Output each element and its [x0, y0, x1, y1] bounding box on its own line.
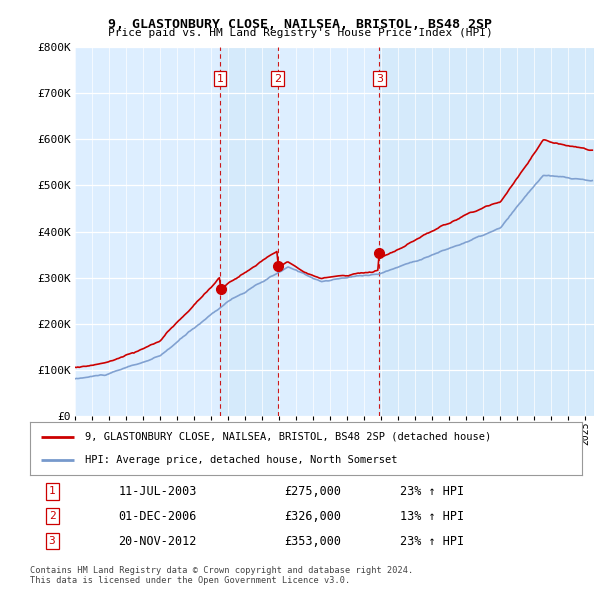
Text: 13% ↑ HPI: 13% ↑ HPI — [400, 510, 464, 523]
Bar — [379, 47, 594, 416]
Text: 1: 1 — [217, 74, 224, 84]
Text: 23% ↑ HPI: 23% ↑ HPI — [400, 485, 464, 498]
Text: £353,000: £353,000 — [284, 535, 341, 548]
Text: £275,000: £275,000 — [284, 485, 341, 498]
Text: 2: 2 — [49, 512, 55, 521]
Text: 2: 2 — [274, 74, 281, 84]
Text: 3: 3 — [376, 74, 383, 84]
Text: 20-NOV-2012: 20-NOV-2012 — [118, 535, 197, 548]
Text: 11-JUL-2003: 11-JUL-2003 — [118, 485, 197, 498]
Text: 01-DEC-2006: 01-DEC-2006 — [118, 510, 197, 523]
Text: Contains HM Land Registry data © Crown copyright and database right 2024.
This d: Contains HM Land Registry data © Crown c… — [30, 566, 413, 585]
Text: £326,000: £326,000 — [284, 510, 341, 523]
Text: 9, GLASTONBURY CLOSE, NAILSEA, BRISTOL, BS48 2SP (detached house): 9, GLASTONBURY CLOSE, NAILSEA, BRISTOL, … — [85, 432, 491, 442]
Text: HPI: Average price, detached house, North Somerset: HPI: Average price, detached house, Nort… — [85, 455, 398, 465]
Text: 9, GLASTONBURY CLOSE, NAILSEA, BRISTOL, BS48 2SP: 9, GLASTONBURY CLOSE, NAILSEA, BRISTOL, … — [108, 18, 492, 31]
Text: 3: 3 — [49, 536, 55, 546]
Text: Price paid vs. HM Land Registry's House Price Index (HPI): Price paid vs. HM Land Registry's House … — [107, 28, 493, 38]
Text: 1: 1 — [49, 487, 55, 496]
Bar — [220, 47, 278, 416]
Text: 23% ↑ HPI: 23% ↑ HPI — [400, 535, 464, 548]
